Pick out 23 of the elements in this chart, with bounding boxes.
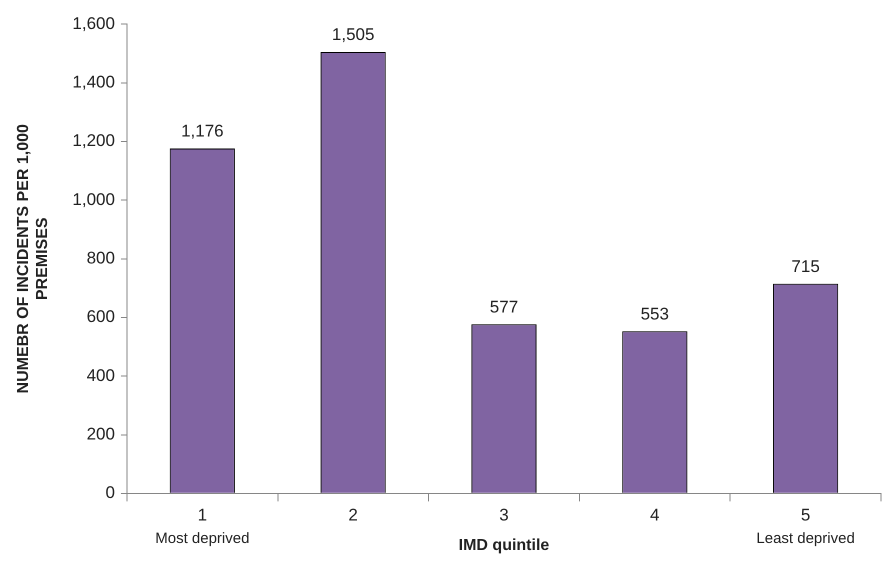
text: Least deprived xyxy=(756,530,855,548)
data-label: 553 xyxy=(640,304,669,324)
x-tick-label: 4 xyxy=(650,505,660,524)
data-label: 1,505 xyxy=(332,25,374,44)
data-label: 715 xyxy=(791,256,820,276)
y-tick-label: 1,000 xyxy=(72,190,115,209)
y-tick-label: 1,600 xyxy=(72,14,115,33)
y-tick-label: 200 xyxy=(86,424,115,444)
y-axis-title: NUMEBR OF INCIDENTS PER 1,000 PREMISES xyxy=(15,124,52,394)
y-tick-label: 1,400 xyxy=(72,72,115,92)
text: Most deprived xyxy=(155,530,250,548)
x-axis-title: IMD quintile xyxy=(458,536,550,554)
data-label: 577 xyxy=(490,297,518,316)
x-tick-label: 2 xyxy=(348,505,358,524)
x-tick-label: 3 xyxy=(499,505,509,524)
y-tick-label: 800 xyxy=(86,248,115,268)
y-tick-label: 600 xyxy=(86,307,115,326)
y-tick-label: 0 xyxy=(105,483,115,502)
x-tick-label: 1 xyxy=(198,505,208,524)
y-tick-label: 1,200 xyxy=(72,131,115,150)
x-tick-label: 5 xyxy=(800,505,810,524)
y-tick-label: 400 xyxy=(86,366,115,385)
data-label: 1,176 xyxy=(181,122,224,141)
